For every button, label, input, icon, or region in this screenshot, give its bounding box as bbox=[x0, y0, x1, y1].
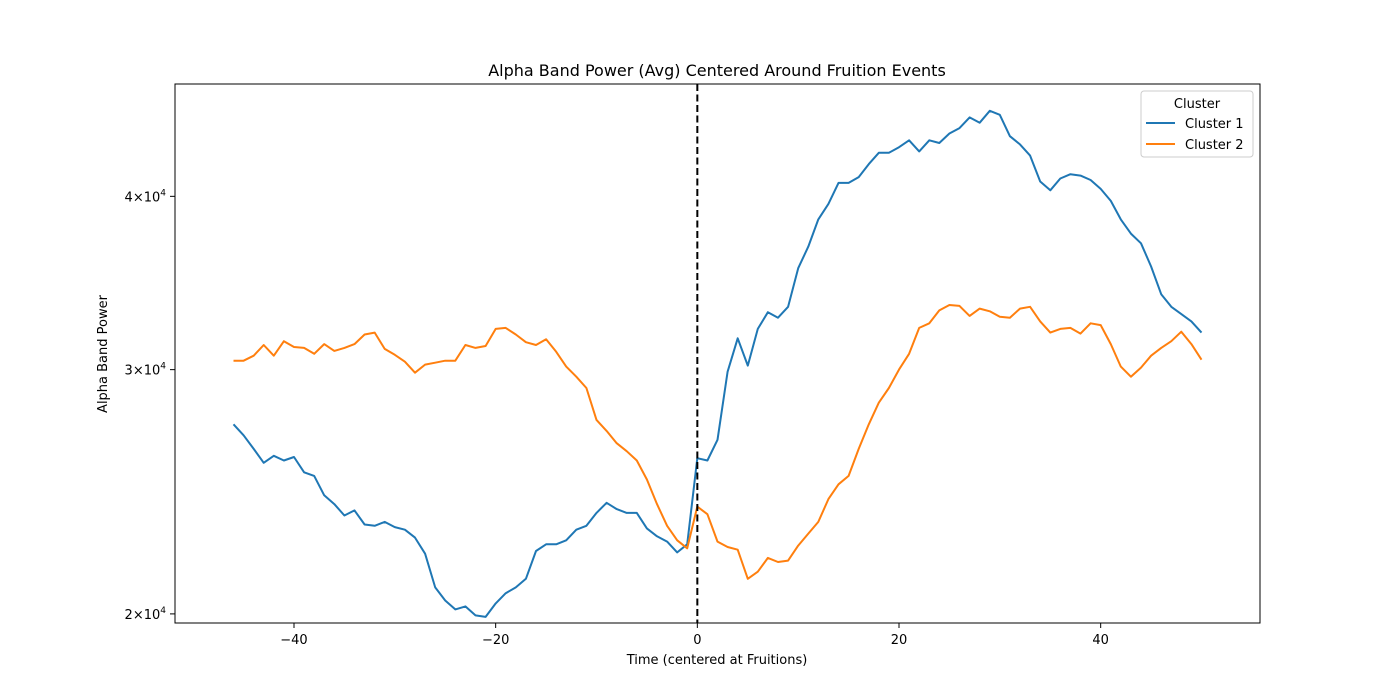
legend-label-cluster-2: Cluster 2 bbox=[1185, 138, 1244, 153]
legend-title: Cluster bbox=[1174, 97, 1221, 112]
y-axis: 2×104 3×104 4×104 bbox=[125, 188, 175, 623]
series-layer bbox=[232, 109, 1203, 618]
x-tick-label: 0 bbox=[693, 633, 701, 648]
x-tick-label: 40 bbox=[1092, 633, 1109, 648]
y-tick-label: 4×104 bbox=[125, 188, 167, 205]
legend-box bbox=[1140, 90, 1254, 158]
x-axis-label: Time (centered at Fruitions) bbox=[626, 653, 808, 668]
legend: Cluster Cluster 1 Cluster 2 bbox=[1140, 90, 1254, 158]
y-tick-label: 2×104 bbox=[125, 606, 167, 623]
x-tick-label: −40 bbox=[280, 633, 307, 648]
x-tick-label: 20 bbox=[891, 633, 908, 648]
legend-label-cluster-1: Cluster 1 bbox=[1185, 117, 1244, 132]
plot-frame bbox=[174, 83, 1261, 624]
series-line-cluster-2 bbox=[233, 304, 1203, 580]
chart-title: Alpha Band Power (Avg) Centered Around F… bbox=[488, 61, 946, 80]
x-axis: −40 −20 0 20 40 bbox=[280, 623, 1109, 648]
y-tick-label: 3×104 bbox=[125, 362, 167, 379]
y-axis-label: Alpha Band Power bbox=[96, 294, 111, 413]
x-tick-label: −20 bbox=[482, 633, 509, 648]
series-line-cluster-1 bbox=[232, 109, 1203, 618]
